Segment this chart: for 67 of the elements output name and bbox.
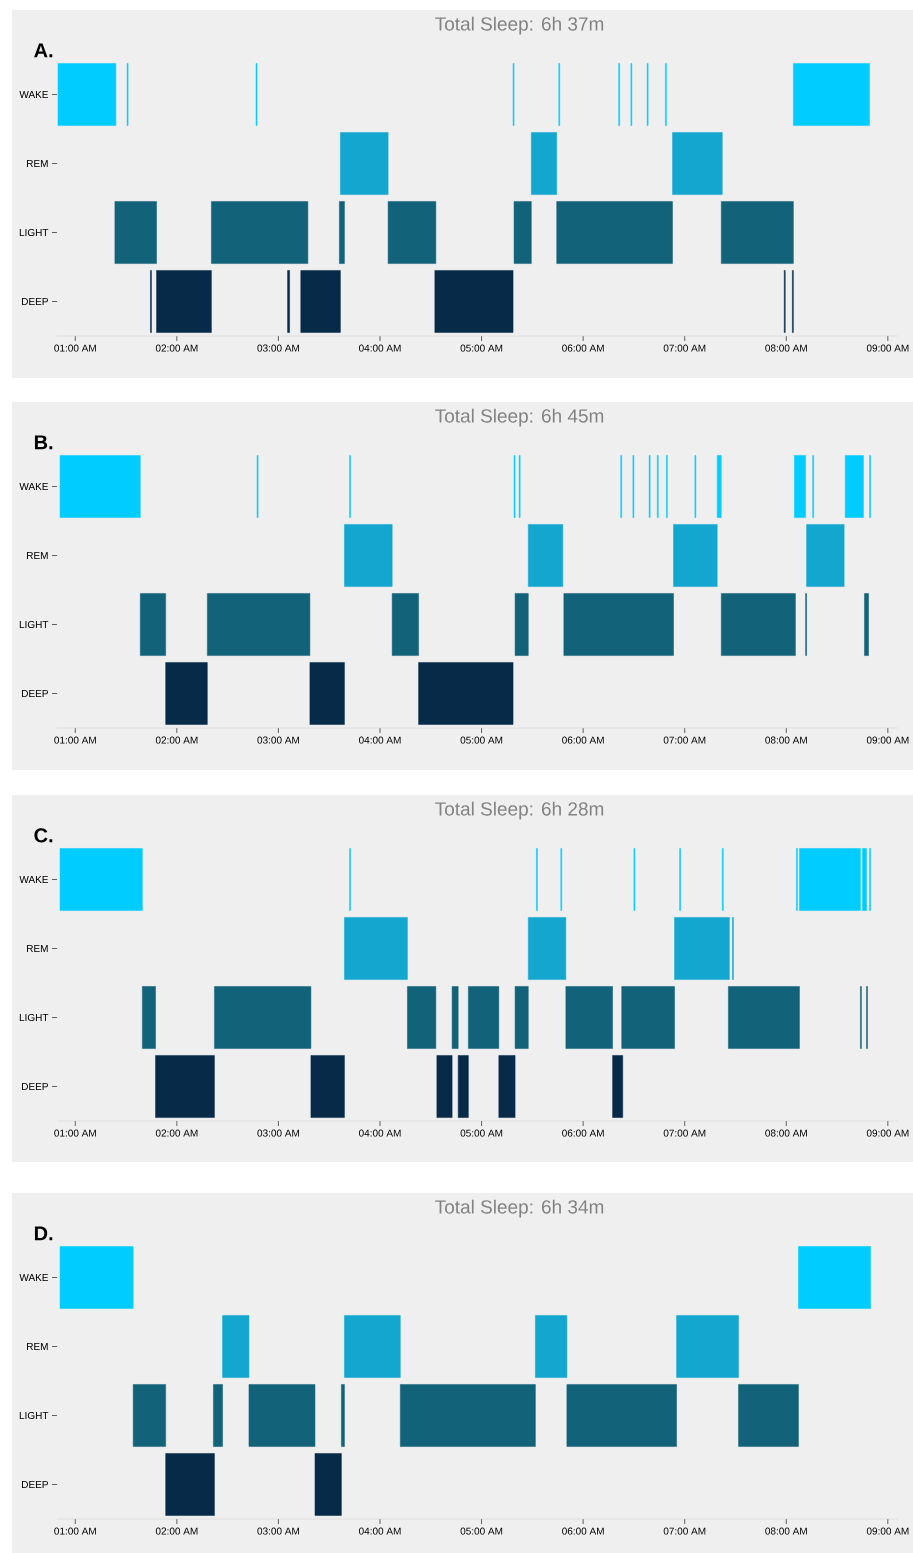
text: D. [34, 1226, 53, 1241]
y-tick-label: DEEP [22, 1083, 48, 1090]
text: B. [34, 435, 53, 450]
x-tick-label: 07:00 AM [663, 1129, 706, 1137]
bar [716, 455, 722, 518]
x-tick-label: 03:00 AM [257, 344, 299, 352]
x-tick-label: 06:00 AM [562, 344, 604, 352]
y-tick-label: WAKE [19, 1274, 49, 1281]
y-tick-label: WAKE [19, 483, 49, 490]
x-tick-label: 09:00 AM [866, 344, 909, 352]
chart-title: Total Sleep: 6h 37m [435, 16, 604, 35]
x-tick-label: 01:00 AM [54, 1129, 96, 1137]
y-tick-label: DEEP [22, 690, 48, 697]
y-tick-label: WAKE [19, 91, 49, 98]
x-tick-label: 07:00 AM [663, 1527, 706, 1535]
x-tick-label: 02:00 AM [155, 344, 198, 352]
x-tick-label: 08:00 AM [765, 736, 807, 744]
x-tick-label: 04:00 AM [358, 344, 401, 352]
x-tick-label: 06:00 AM [562, 1527, 604, 1535]
chart-title: Total Sleep: 6h 28m [435, 801, 604, 820]
y-tick-label: LIGHT [19, 228, 49, 237]
y-tick-label: DEEP [22, 1481, 48, 1488]
chart-title: Total Sleep: 6h 45m [435, 408, 604, 427]
text: C. [34, 828, 53, 843]
x-tick-label: 01:00 AM [54, 1527, 96, 1535]
x-tick-label: 07:00 AM [663, 344, 706, 352]
x-tick-label: 05:00 AM [460, 1129, 503, 1137]
x-tick-label: 01:00 AM [54, 736, 96, 744]
y-tick-label: LIGHT [19, 620, 49, 629]
bar [400, 1384, 536, 1447]
x-tick-label: 06:00 AM [562, 1129, 604, 1137]
x-tick-label: 04:00 AM [358, 736, 401, 744]
x-tick-label: 02:00 AM [155, 1527, 198, 1535]
x-tick-label: 07:00 AM [663, 736, 706, 744]
y-tick-label: DEEP [22, 298, 48, 305]
x-tick-label: 05:00 AM [460, 736, 503, 744]
y-tick-label: LIGHT [19, 1013, 49, 1022]
x-tick-label: 09:00 AM [866, 1129, 909, 1137]
x-tick-label: 02:00 AM [155, 736, 198, 744]
x-tick-label: 08:00 AM [765, 344, 807, 352]
y-tick-label: WAKE [19, 876, 49, 883]
x-tick-label: 03:00 AM [257, 1129, 299, 1137]
bar [566, 1384, 677, 1447]
x-tick-label: 06:00 AM [562, 736, 604, 744]
x-tick-label: 05:00 AM [460, 344, 503, 352]
y-tick-label: REM [27, 552, 48, 559]
bar [793, 63, 870, 126]
chart-title: Total Sleep: 6h 34m [435, 1199, 604, 1218]
bar [844, 455, 864, 518]
x-tick-label: 03:00 AM [257, 736, 299, 744]
y-tick-label: REM [27, 945, 48, 952]
x-tick-label: 02:00 AM [155, 1129, 198, 1137]
text: A. [34, 43, 53, 58]
y-tick-label: REM [27, 1343, 48, 1350]
bar [794, 455, 806, 518]
x-tick-label: 01:00 AM [54, 344, 96, 352]
x-tick-label: 03:00 AM [257, 1527, 299, 1535]
x-tick-label: 09:00 AM [866, 736, 909, 744]
x-tick-label: 04:00 AM [358, 1129, 401, 1137]
bar [738, 1384, 799, 1447]
y-tick-label: LIGHT [19, 1411, 49, 1420]
x-tick-label: 08:00 AM [765, 1129, 807, 1137]
y-tick-label: REM [27, 160, 48, 167]
x-tick-label: 08:00 AM [765, 1527, 807, 1535]
x-tick-label: 09:00 AM [866, 1527, 909, 1535]
x-tick-label: 05:00 AM [460, 1527, 503, 1535]
x-tick-label: 04:00 AM [358, 1527, 401, 1535]
